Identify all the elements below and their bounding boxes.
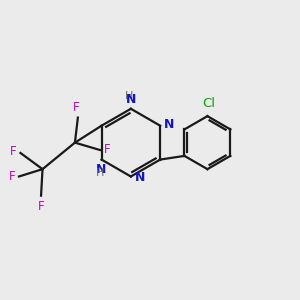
Text: F: F (38, 200, 44, 213)
Text: F: F (10, 145, 16, 158)
Text: Cl: Cl (202, 97, 215, 110)
Text: N: N (164, 118, 174, 131)
Text: N: N (96, 163, 107, 176)
Text: H: H (125, 91, 134, 100)
Text: F: F (103, 143, 110, 156)
Text: N: N (126, 93, 136, 106)
Text: F: F (73, 101, 80, 114)
Text: H: H (96, 168, 104, 178)
Text: F: F (8, 170, 15, 183)
Text: N: N (134, 171, 145, 184)
